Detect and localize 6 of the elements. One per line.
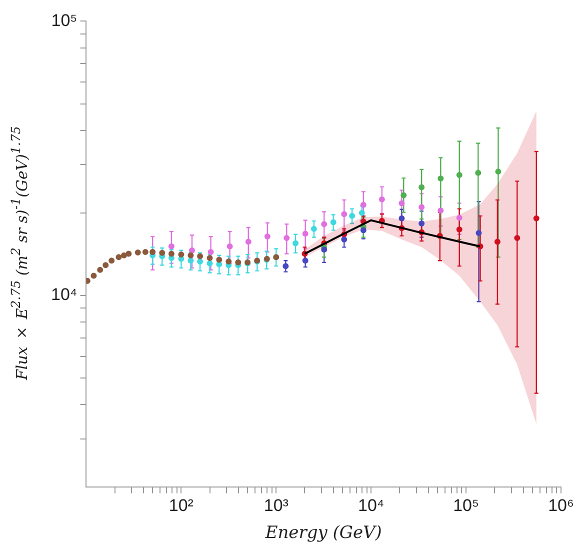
x-tick-label: 10² [168, 496, 194, 516]
x-tick-label: 10⁶ [548, 496, 574, 516]
x-tick-label: 10⁵ [453, 496, 480, 516]
x-axis-title: Energy (GeV) [264, 523, 382, 544]
x-tick-label: 10³ [264, 496, 289, 516]
x-tick-label: 10⁴ [358, 496, 384, 516]
